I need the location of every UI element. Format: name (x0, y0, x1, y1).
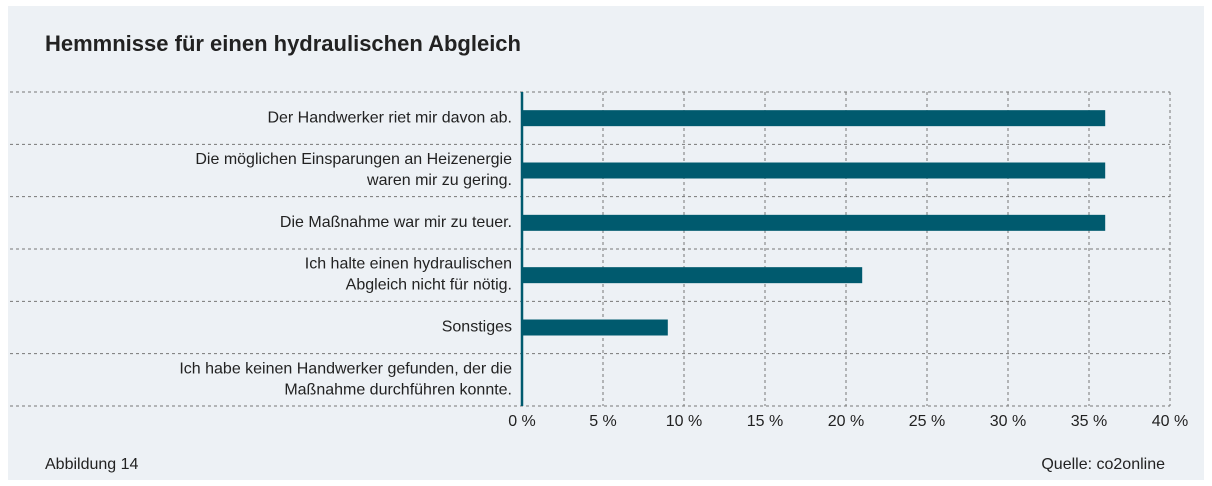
bar (522, 110, 1106, 127)
x-tick-label: 30 % (990, 413, 1026, 430)
source: Quelle: co2online (1041, 456, 1165, 473)
x-tick-label: 5 % (589, 413, 617, 430)
bar (522, 214, 1106, 231)
y-tick-label: Ich halte einen hydraulischen Abgleich ni… (305, 256, 512, 294)
chart-title: Hemmnisse für einen hydraulischen Abglei… (45, 31, 521, 56)
y-tick-label: Sonstiges (442, 319, 512, 336)
y-tick-label: Der Handwerker riet mir davon ab. (267, 109, 512, 126)
x-tick-label: 40 % (1152, 413, 1188, 430)
y-tick-label: Die Maßnahme war mir zu teuer. (280, 214, 512, 231)
bar (522, 162, 1106, 179)
bar (522, 319, 668, 336)
y-tick-label: Ich habe keinen Handwerker gefunden, der… (179, 361, 512, 399)
x-tick-label: 0 % (508, 413, 536, 430)
y-tick-label: Die möglichen Einsparungen an Heizenergi… (195, 151, 512, 189)
x-tick-label: 15 % (747, 413, 783, 430)
x-tick-label: 35 % (1071, 413, 1107, 430)
x-tick-label: 10 % (666, 413, 702, 430)
x-tick-label: 20 % (828, 413, 864, 430)
bar (522, 267, 863, 284)
background (8, 6, 1204, 480)
x-tick-label: 25 % (909, 413, 945, 430)
figure-label: Abbildung 14 (45, 456, 139, 473)
